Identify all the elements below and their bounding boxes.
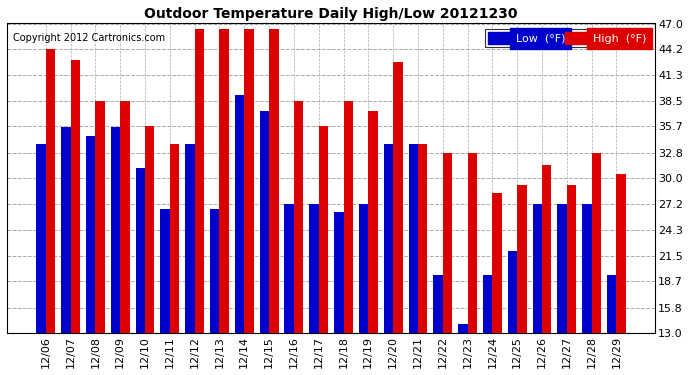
Bar [483, 275, 493, 375]
Bar [384, 144, 393, 375]
Bar [111, 128, 120, 375]
Bar [359, 204, 368, 375]
Bar [458, 324, 468, 375]
Bar [37, 144, 46, 375]
Bar [70, 60, 80, 375]
Bar [344, 101, 353, 375]
Bar [443, 153, 452, 375]
Bar [244, 29, 254, 375]
Bar [145, 126, 155, 375]
Title: Outdoor Temperature Daily High/Low 20121230: Outdoor Temperature Daily High/Low 20121… [144, 7, 518, 21]
Bar [582, 204, 591, 375]
Bar [616, 174, 626, 375]
Bar [566, 185, 576, 375]
Bar [235, 94, 244, 375]
Bar [170, 144, 179, 375]
Bar [408, 144, 418, 375]
Bar [542, 165, 551, 375]
Legend: Low  (°F), High  (°F): Low (°F), High (°F) [484, 29, 650, 47]
Bar [334, 212, 344, 375]
Bar [219, 29, 229, 375]
Bar [368, 111, 377, 375]
Bar [120, 101, 130, 375]
Bar [591, 153, 601, 375]
Bar [533, 204, 542, 375]
Bar [508, 251, 518, 375]
Bar [284, 204, 294, 375]
Bar [259, 111, 269, 375]
Bar [518, 185, 526, 375]
Bar [195, 29, 204, 375]
Bar [433, 275, 443, 375]
Bar [86, 135, 95, 375]
Bar [95, 101, 105, 375]
Bar [309, 204, 319, 375]
Bar [493, 193, 502, 375]
Bar [46, 49, 55, 375]
Bar [161, 209, 170, 375]
Bar [468, 153, 477, 375]
Bar [269, 29, 279, 375]
Bar [319, 126, 328, 375]
Bar [210, 209, 219, 375]
Bar [185, 144, 195, 375]
Bar [294, 101, 304, 375]
Bar [607, 275, 616, 375]
Bar [393, 62, 402, 375]
Bar [136, 168, 145, 375]
Text: Copyright 2012 Cartronics.com: Copyright 2012 Cartronics.com [13, 33, 166, 43]
Bar [61, 128, 70, 375]
Bar [558, 204, 566, 375]
Bar [418, 144, 427, 375]
